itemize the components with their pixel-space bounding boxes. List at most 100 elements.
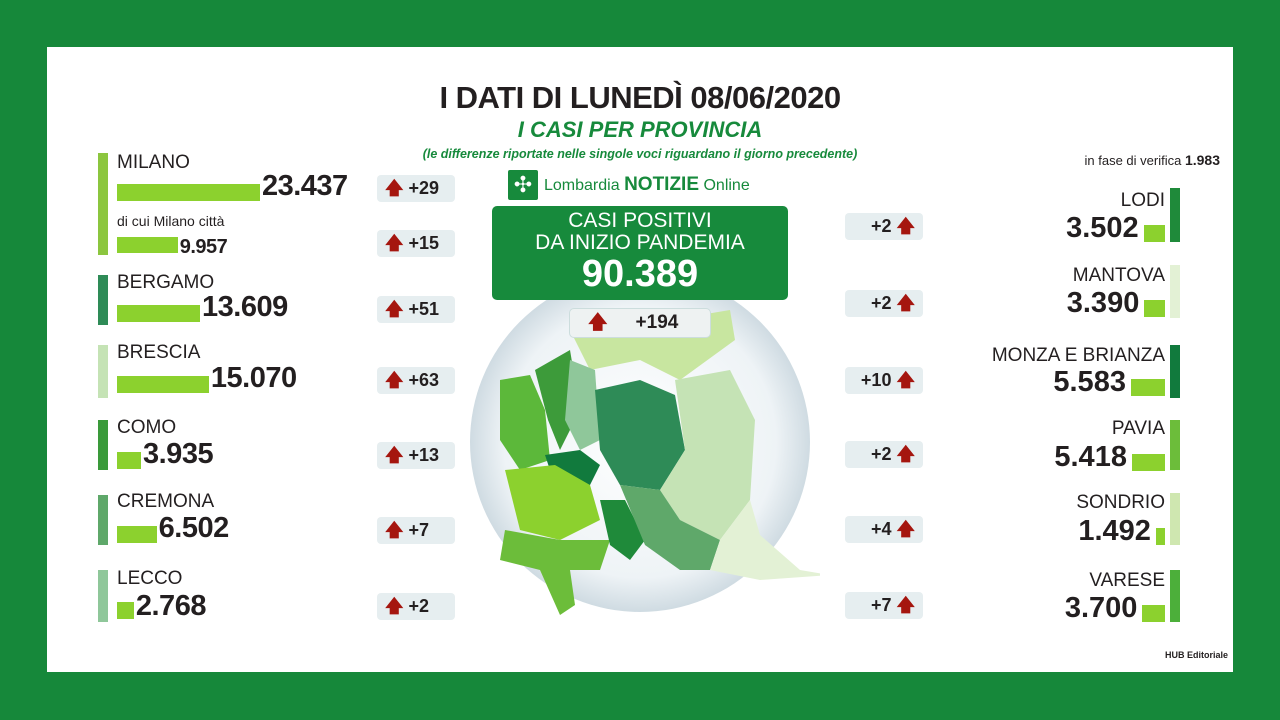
region-name: MONZA E BRIANZA: [991, 345, 1165, 366]
region-name: COMO: [117, 417, 177, 438]
arrow-up-icon: 🡅: [385, 520, 404, 540]
map-lodi: [600, 500, 645, 560]
region-color-strip: [1170, 493, 1180, 545]
region-color-strip: [1170, 420, 1180, 470]
delta-badge: 🡅 +51: [377, 296, 455, 323]
region-color-strip: [98, 345, 108, 398]
region-color-strip: [98, 420, 108, 470]
value-label: 3.502: [1066, 212, 1139, 244]
map-milano: [505, 465, 600, 540]
value-label: 6.502: [158, 512, 230, 544]
region-color-strip: [1170, 188, 1180, 242]
delta-badge: +10 🡅: [845, 367, 923, 394]
region-color-strip: [98, 570, 108, 622]
value-label: 3.700: [1064, 592, 1138, 624]
delta-badge: 🡅 +7: [377, 517, 455, 544]
value-label: 2.768: [135, 590, 207, 622]
note: (le differenze riportate nelle singole v…: [422, 147, 858, 161]
arrow-up-icon: 🡅: [896, 293, 915, 313]
bar: [117, 237, 178, 253]
region-name: PAVIA: [1111, 418, 1165, 439]
arrow-up-icon: 🡅: [385, 233, 404, 253]
bar: [117, 376, 209, 393]
bar: [1144, 300, 1165, 317]
arrow-up-icon: 🡅: [588, 312, 608, 333]
arrow-up-icon: 🡅: [385, 596, 404, 616]
delta-badge: 🡅 +2: [377, 593, 455, 620]
value-label: 5.418: [1054, 441, 1127, 473]
value-label: 15.070: [210, 362, 297, 394]
region-name: MILANO: [117, 152, 190, 173]
region-name: CREMONA: [117, 491, 215, 512]
delta-badge: 🡅 +29: [377, 175, 455, 202]
map-brescia: [660, 370, 755, 540]
region-name: MANTOVA: [1072, 265, 1165, 286]
region-name: BERGAMO: [117, 272, 215, 293]
region-name: di cui Milano città: [117, 213, 225, 229]
delta-badge: +4 🡅: [845, 516, 923, 543]
map-mantova: [710, 500, 820, 580]
total-delta: 🡅 +194: [569, 308, 711, 338]
map-lecco: [565, 360, 600, 450]
region-color-strip: [1170, 345, 1180, 398]
subtitle: I CASI PER PROVINCIA: [517, 117, 763, 142]
value-label: 5.583: [1053, 366, 1126, 398]
delta-badge: 🡅 +15: [377, 230, 455, 257]
arrow-up-icon: 🡅: [896, 595, 915, 615]
verification-note: in fase di verifica 1.983: [1084, 152, 1221, 168]
bar: [117, 184, 260, 201]
map-pavia: [500, 530, 610, 615]
delta-badge: +2 🡅: [845, 290, 923, 317]
bar: [1131, 454, 1165, 471]
value-label: 9.957: [179, 236, 228, 258]
total-cases-box: CASI POSITIVI DA INIZIO PANDEMIA 90.389: [492, 206, 788, 300]
delta-badge: 🡅 +63: [377, 367, 455, 394]
bar: [117, 305, 200, 322]
value-label: 3.390: [1066, 287, 1140, 319]
logo-notizie: NOTIZIE: [624, 174, 700, 195]
bar: [1130, 379, 1165, 396]
map-varese: [500, 375, 550, 470]
region-color-strip: [98, 495, 108, 545]
delta-badge: +2 🡅: [845, 213, 923, 240]
region-color-strip: [98, 275, 108, 325]
region-color-strip: [1170, 570, 1180, 622]
bar: [1143, 225, 1165, 242]
arrow-up-icon: 🡅: [896, 519, 915, 539]
region-name: VARESE: [1089, 570, 1165, 591]
bar: [117, 526, 157, 543]
arrow-up-icon: 🡅: [385, 299, 404, 319]
delta-badge: +7 🡅: [845, 592, 923, 619]
arrow-up-icon: 🡅: [385, 445, 404, 465]
value-label: 3.935: [143, 438, 214, 470]
page-title: I DATI DI LUNEDÌ 08/06/2020: [439, 80, 841, 115]
region-color-strip: [98, 153, 108, 255]
region-name: BRESCIA: [117, 342, 201, 363]
lombardy-map: [470, 272, 820, 615]
total-label-1: CASI POSITIVI: [568, 209, 712, 232]
value-label: 13.609: [202, 291, 288, 323]
value-label: 1.492: [1078, 515, 1151, 547]
arrow-up-icon: 🡅: [896, 370, 915, 390]
region-color-strip: [1170, 265, 1180, 318]
bar: [1142, 605, 1165, 622]
arrow-up-icon: 🡅: [896, 444, 915, 464]
map-cremona: [620, 485, 720, 570]
arrow-up-icon: 🡅: [385, 370, 404, 390]
rosa-camuna-icon: ✣: [508, 170, 538, 200]
footer-credit: HUB Editoriale: [1164, 650, 1228, 660]
logo-brand: Lombardia: [544, 177, 620, 194]
bar: [117, 452, 141, 469]
bar: [1155, 528, 1165, 545]
region-name: SONDRIO: [1076, 492, 1165, 513]
total-label-2: DA INIZIO PANDEMIA: [535, 231, 745, 254]
total-value: 90.389: [581, 253, 699, 295]
map-bergamo: [595, 380, 685, 490]
region-name: LODI: [1120, 190, 1165, 211]
logo-online: Online: [703, 177, 750, 194]
delta-badge: +2 🡅: [845, 441, 923, 468]
bar: [117, 602, 134, 619]
arrow-up-icon: 🡅: [896, 216, 915, 236]
lombardia-notizie-logo: ✣ Lombardia NOTIZIE Online: [508, 170, 750, 200]
value-label: 23.437: [261, 170, 348, 202]
